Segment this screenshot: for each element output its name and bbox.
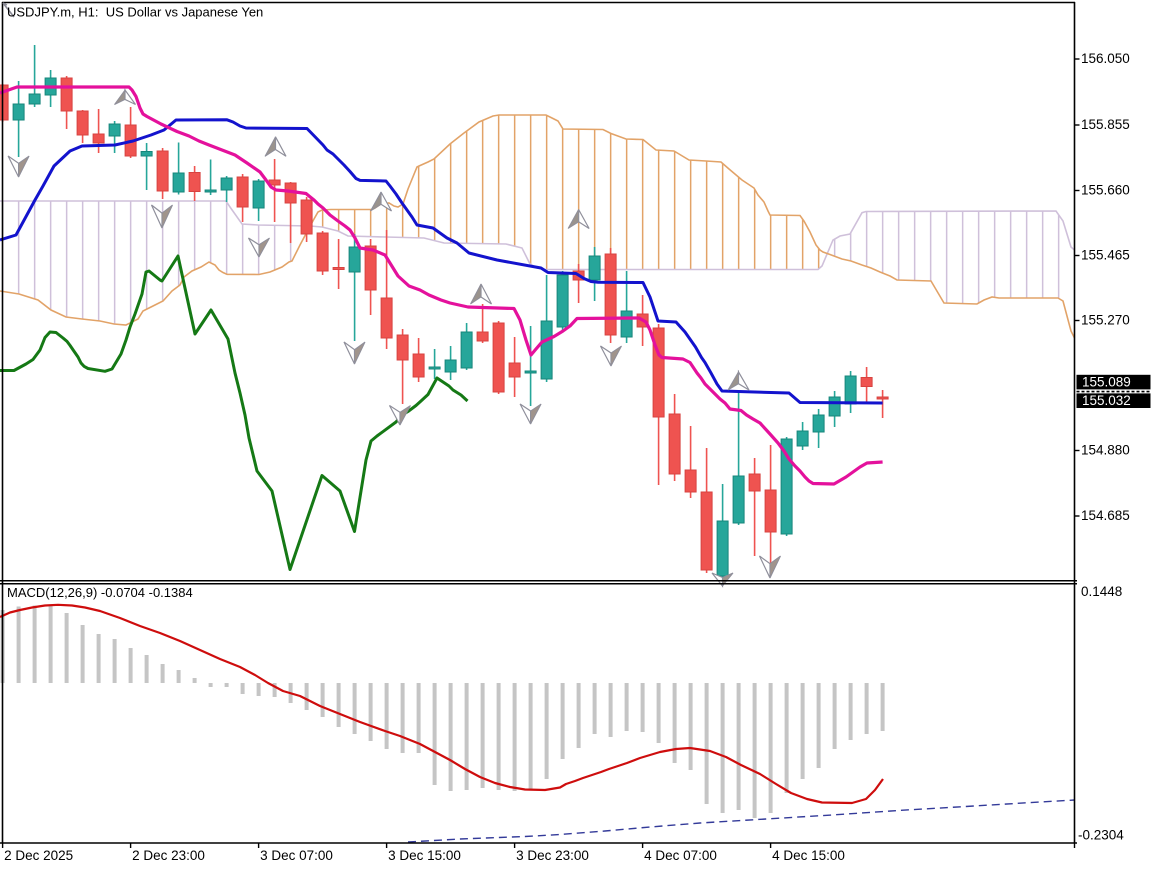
svg-text:155.660: 155.660 xyxy=(1081,183,1130,198)
svg-text:3 Dec 23:00: 3 Dec 23:00 xyxy=(516,848,589,863)
svg-text:155.032: 155.032 xyxy=(1082,393,1131,408)
svg-text:USDJPY.m, H1: US Dollar vs Ja: USDJPY.m, H1: US Dollar vs Japanese Yen xyxy=(7,5,263,20)
svg-text:4 Dec 15:00: 4 Dec 15:00 xyxy=(772,848,845,863)
svg-text:3 Dec 15:00: 3 Dec 15:00 xyxy=(388,848,461,863)
svg-text:4 Dec 07:00: 4 Dec 07:00 xyxy=(644,848,717,863)
svg-text:MACD(12,26,9) -0.0704 -0.1384: MACD(12,26,9) -0.0704 -0.1384 xyxy=(7,585,193,600)
svg-text:2 Dec 2025: 2 Dec 2025 xyxy=(4,848,73,863)
svg-text:156.050: 156.050 xyxy=(1081,51,1130,66)
svg-text:155.855: 155.855 xyxy=(1081,117,1130,132)
svg-text:154.880: 154.880 xyxy=(1081,443,1130,458)
svg-text:155.270: 155.270 xyxy=(1081,313,1130,328)
svg-text:2 Dec 23:00: 2 Dec 23:00 xyxy=(132,848,205,863)
svg-text:0.1448: 0.1448 xyxy=(1081,584,1122,599)
svg-text:154.685: 154.685 xyxy=(1081,508,1130,523)
svg-text:155.089: 155.089 xyxy=(1082,374,1131,389)
svg-text:-0.2304: -0.2304 xyxy=(1078,828,1124,843)
svg-text:3 Dec 07:00: 3 Dec 07:00 xyxy=(260,848,333,863)
svg-text:155.465: 155.465 xyxy=(1081,248,1130,263)
